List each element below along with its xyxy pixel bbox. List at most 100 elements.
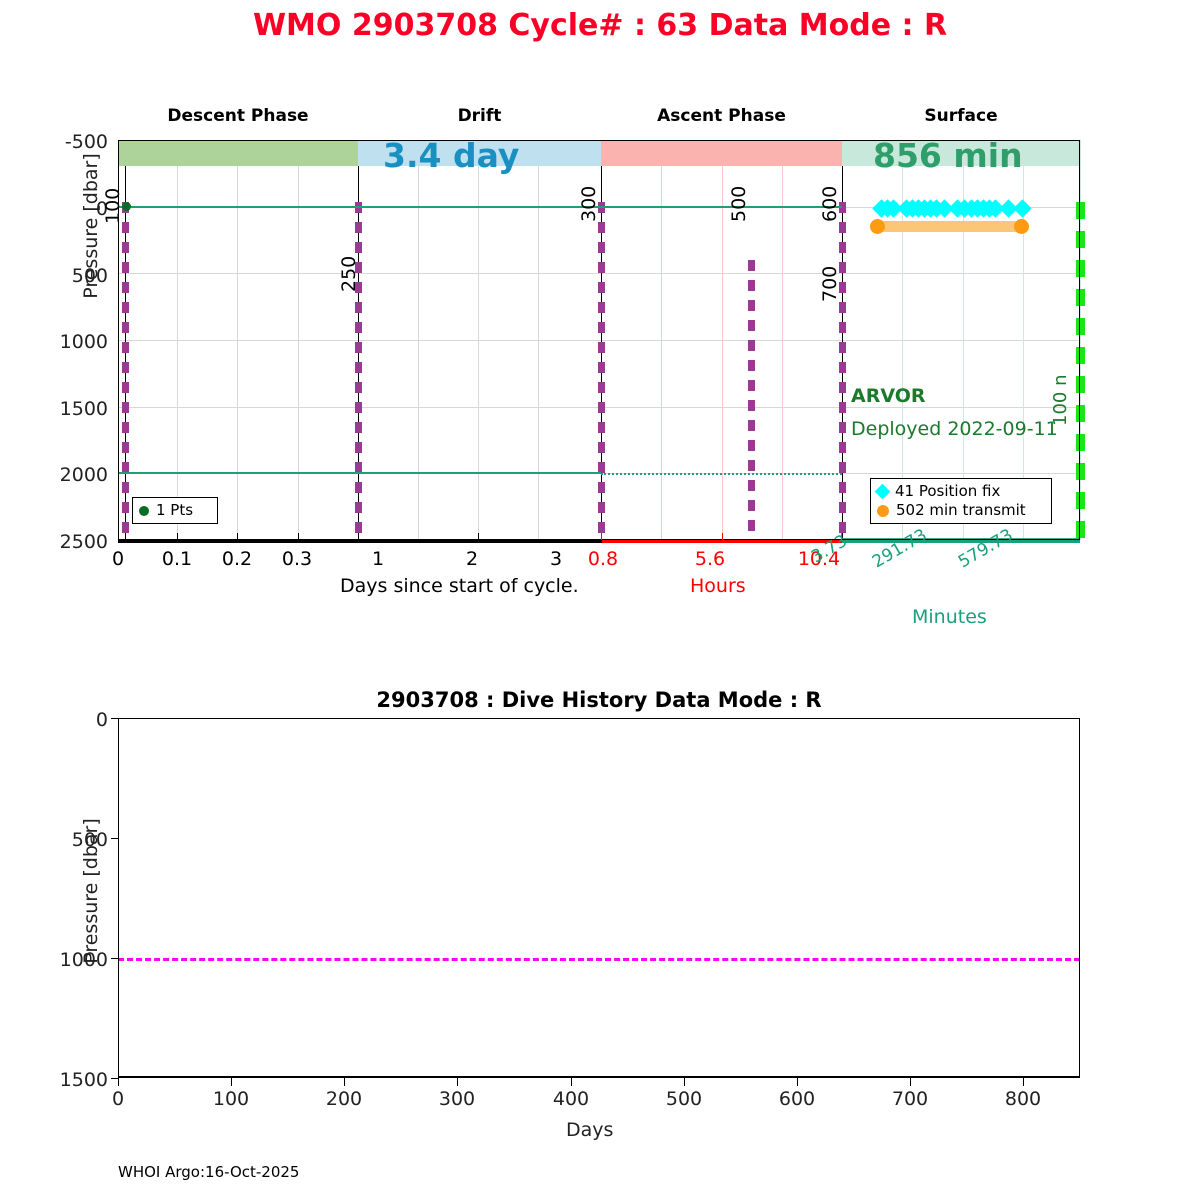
event-dash-250 [355, 202, 362, 540]
xtick [358, 533, 359, 540]
xtick-label-hours: 10.4 [797, 548, 841, 570]
legend-label: 502 min transmit [896, 501, 1026, 519]
xtick [118, 533, 119, 540]
bottom-xtick-label: 700 [891, 1088, 929, 1110]
gridline [237, 140, 238, 540]
next-cycle-dash-line [1076, 202, 1085, 540]
float-type-annotation: ARVOR [851, 385, 926, 407]
xaxis-minutes-segment [842, 540, 1080, 543]
xtick [1023, 1078, 1024, 1086]
phase-label-surface: Surface [924, 106, 998, 126]
gridline [538, 140, 539, 540]
bottom-ytick-label: 500 [71, 829, 108, 851]
gridline [177, 140, 178, 540]
bottom-ytick-label: 0 [95, 709, 108, 731]
phase-band-descent [118, 140, 358, 166]
xtick-label-hours: 0.8 [587, 548, 619, 570]
xtick [797, 1078, 798, 1086]
xtick [601, 533, 602, 540]
xaxis-title-hours: Hours [690, 575, 746, 597]
plot-frame [118, 140, 1080, 540]
top-ytick-label: 1000 [59, 331, 108, 353]
event-dash-300 [598, 202, 605, 540]
xtick [457, 1078, 458, 1086]
plot-frame [118, 718, 1080, 1078]
gridline [902, 140, 903, 540]
phase-band-drift [358, 140, 601, 166]
top-ytick-label: 0 [95, 198, 108, 220]
gridline [478, 140, 479, 540]
dive-history-plot [111, 718, 1080, 1079]
xtick-label-days: 2 [465, 548, 479, 570]
xtick [571, 1078, 572, 1086]
bottom-ytick-label: 1000 [59, 949, 108, 971]
bottom-ytick-label: 1500 [59, 1069, 108, 1091]
xtick [177, 533, 178, 540]
gridline [722, 140, 723, 540]
page-title: WMO 2903708 Cycle# : 63 Data Mode : R [252, 8, 948, 43]
profile-pressure-line-dotted [601, 473, 842, 475]
bottom-xtick-label: 200 [325, 1088, 363, 1110]
dive-history-title: 2903708 : Dive History Data Mode : R [376, 688, 822, 712]
park-depth-line [118, 958, 1080, 961]
xtick [722, 533, 723, 540]
bottom-xtick-label: 500 [665, 1088, 703, 1110]
phase-band-ascent [601, 140, 842, 166]
ytick [111, 838, 118, 839]
drift-duration-value: 3.4 day [383, 136, 520, 175]
xaxis-title-days: Days since start of cycle. [340, 575, 579, 597]
top-ytick-label: 2000 [59, 464, 108, 486]
xtick [478, 533, 479, 540]
profile-pressure-line [118, 472, 601, 474]
orange-circle-icon [877, 504, 889, 517]
xaxis-title-minutes: Minutes [912, 606, 987, 628]
legend-label: 1 Pts [156, 501, 194, 519]
bottom-xtick-label: 100 [212, 1088, 250, 1110]
park-pressure-line [118, 206, 842, 208]
phase-label-drift: Drift [457, 106, 502, 126]
xtick-label-hours: 5.6 [694, 548, 726, 570]
cycle-timeline-plot: Descent Phase Drift Ascent Phase Surface… [102, 106, 1085, 540]
xtick-label-days: 0.2 [221, 548, 253, 570]
event-dash-500 [748, 260, 755, 540]
transmit-bar [876, 221, 1021, 232]
top-ytick-label: -500 [64, 131, 108, 153]
deployment-annotation: Deployed 2022-09-11 [851, 418, 1058, 440]
xtick-label-days: 0.1 [161, 548, 193, 570]
start-point-marker [122, 202, 131, 211]
xtick [684, 1078, 685, 1086]
phase-label-ascent: Ascent Phase [657, 106, 786, 126]
xtick [910, 1078, 911, 1086]
xtick-label-days: 0 [111, 548, 125, 570]
footer-text: WHOI Argo:16-Oct-2025 [118, 1163, 300, 1181]
gridline [298, 140, 299, 540]
legend-points: 1 Pts [132, 497, 218, 524]
bottom-xtick-label: 400 [552, 1088, 590, 1110]
legend-label: 41 Position fix [895, 482, 1001, 500]
legend-row: 502 min transmit [877, 501, 1045, 520]
xtick [118, 1078, 119, 1086]
bottom-xtick-label: 300 [438, 1088, 476, 1110]
xaxis-hours-segment [602, 540, 842, 543]
transmit-end-marker [1014, 219, 1029, 234]
event-dash-600-700 [839, 202, 846, 540]
phase-label-descent: Descent Phase [167, 106, 309, 126]
xtick [298, 533, 299, 540]
xtick [237, 533, 238, 540]
gridline [661, 140, 662, 540]
xtick [344, 1078, 345, 1086]
bottom-xaxis-title: Days [566, 1119, 614, 1141]
xtick-label-days: 3 [549, 548, 563, 570]
ytick [111, 718, 118, 719]
gridline [418, 140, 419, 540]
gridline [1023, 140, 1024, 540]
ytick [111, 958, 118, 959]
ytick [111, 1078, 118, 1079]
xaxis-days-segment [118, 540, 602, 543]
transmit-start-marker [870, 219, 885, 234]
event-dash-100 [122, 202, 129, 540]
legend-row: 1 Pts [139, 501, 211, 520]
bottom-xtick-label: 0 [111, 1088, 125, 1110]
bottom-xtick-label: 800 [1004, 1088, 1042, 1110]
phase-band-surface [842, 140, 1080, 166]
